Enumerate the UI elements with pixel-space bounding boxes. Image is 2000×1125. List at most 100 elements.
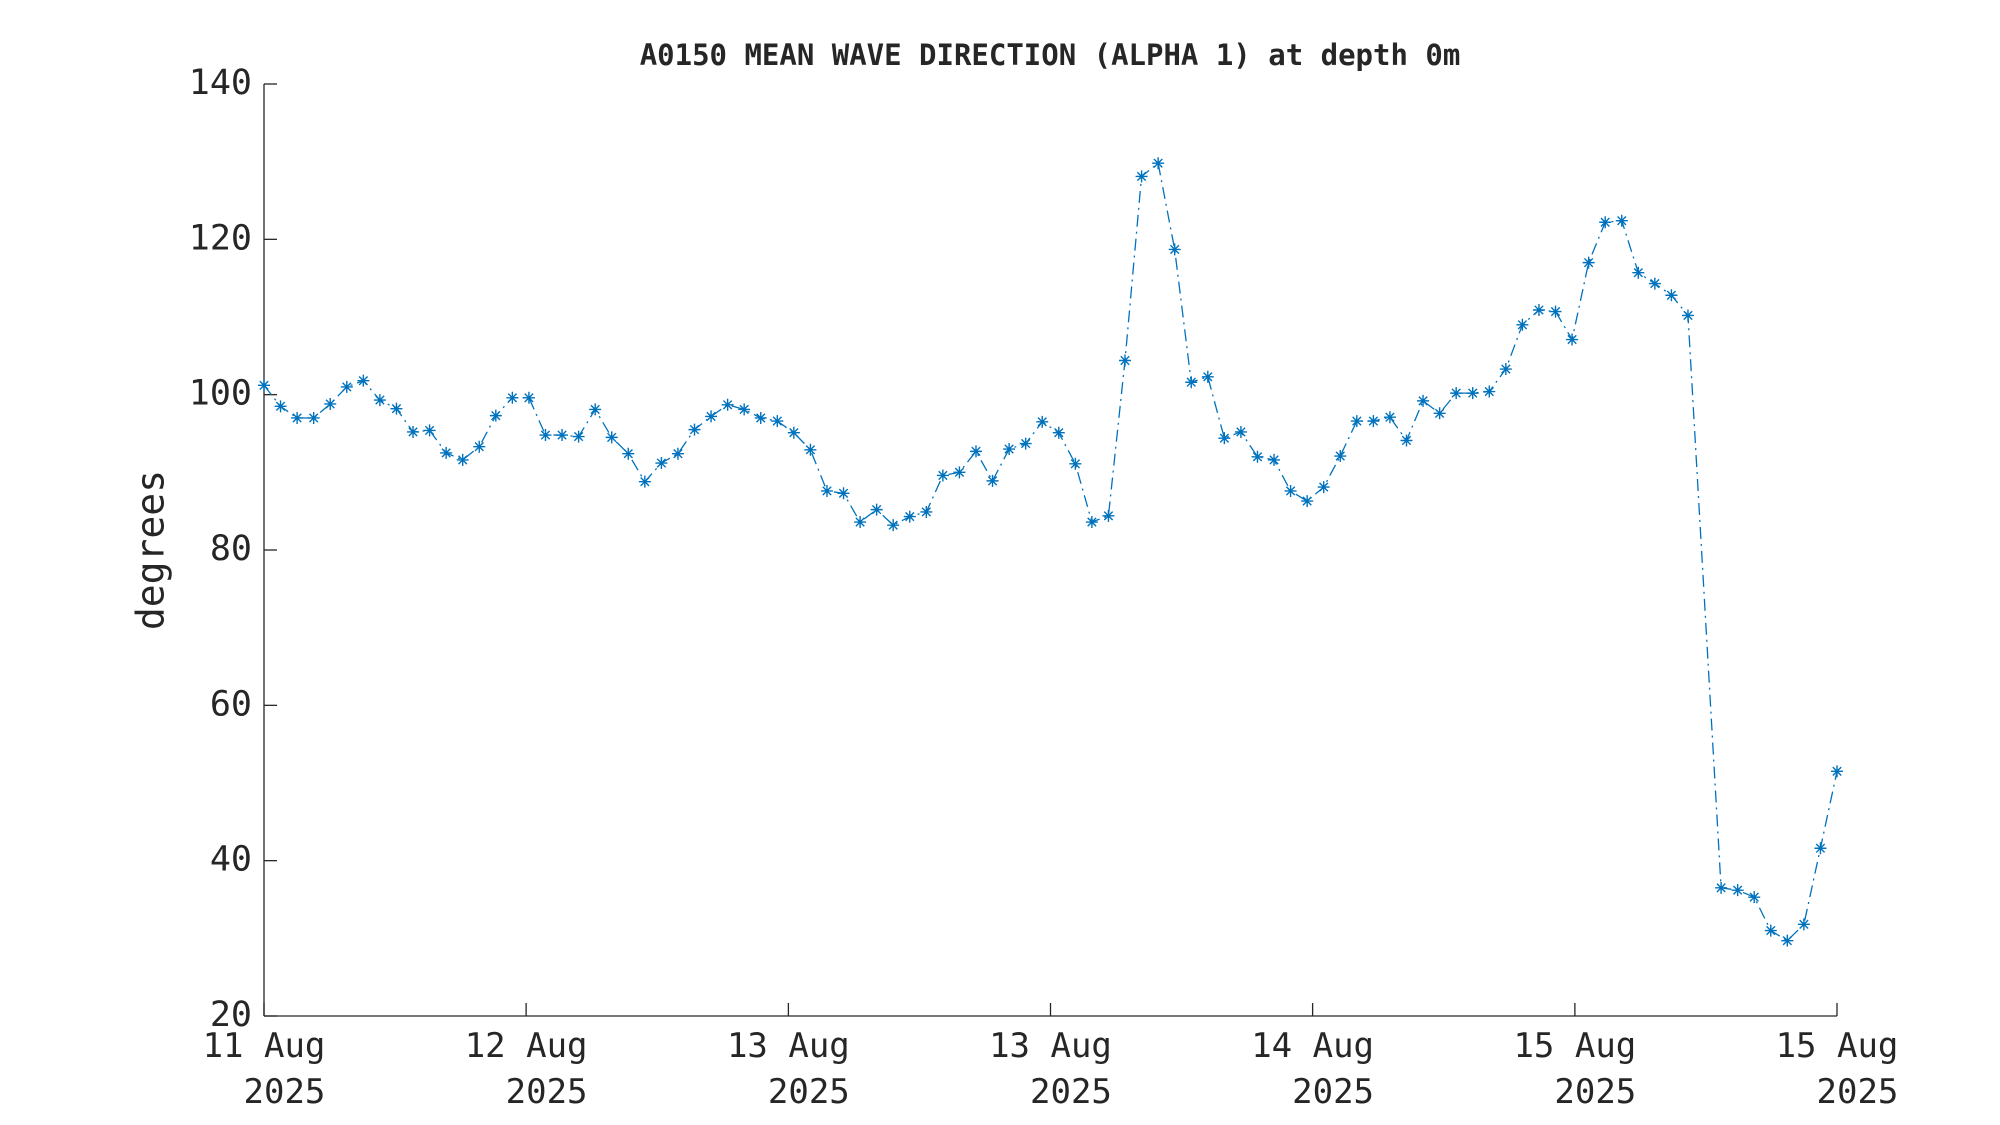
data-point (969, 445, 982, 458)
y-tick-label: 40 (210, 840, 252, 880)
data-point (1135, 170, 1148, 183)
y-tick-label: 100 (189, 374, 252, 414)
data-point (721, 398, 734, 411)
x-tick-label: 14 Aug 2025 (1251, 1026, 1375, 1112)
y-tick-label: 140 (189, 63, 252, 103)
data-point (1350, 415, 1363, 428)
data-point (407, 425, 420, 438)
data-point (854, 516, 867, 529)
data-point (986, 474, 999, 487)
x-tick-label: 15 Aug 2025 (1775, 1026, 1899, 1112)
data-point (1201, 370, 1214, 383)
data-point (1119, 354, 1132, 367)
x-tick-label: 11 Aug 2025 (202, 1026, 326, 1112)
data-point (837, 487, 850, 500)
data-line (263, 162, 1838, 942)
data-point (1301, 495, 1314, 508)
data-point (1284, 484, 1297, 497)
data-point (1797, 918, 1810, 931)
data-point (754, 411, 767, 424)
data-point (1168, 243, 1181, 256)
data-point (1334, 450, 1347, 463)
y-tick-label: 60 (210, 684, 252, 724)
chart-title: A0150 MEAN WAVE DIRECTION (ALPHA 1) at d… (640, 38, 1461, 72)
data-point (1499, 363, 1512, 376)
data-point (1433, 407, 1446, 420)
data-point (887, 519, 900, 532)
y-tick-label: 20 (210, 995, 252, 1035)
data-point (1317, 481, 1330, 494)
data-point (340, 380, 353, 393)
data-point (390, 402, 403, 415)
data-point (804, 443, 817, 456)
data-point (1383, 411, 1396, 424)
data-point (258, 379, 270, 392)
data-point (1599, 216, 1612, 229)
data-point (1632, 266, 1645, 279)
data-point (1185, 376, 1198, 389)
data-point (1549, 305, 1562, 318)
data-point (1450, 387, 1463, 400)
data-point (688, 423, 701, 436)
data-point (738, 403, 751, 416)
data-point (605, 431, 618, 444)
data-point (1466, 387, 1479, 400)
data-point (324, 397, 337, 410)
y-axis-label: degrees (129, 470, 173, 630)
data-point (1367, 415, 1380, 428)
data-point (1681, 309, 1694, 322)
data-point (489, 409, 502, 422)
data-point (953, 466, 966, 479)
y-tick-label: 120 (189, 218, 252, 258)
data-point (1615, 214, 1628, 227)
data-point (1234, 425, 1247, 438)
data-point (473, 440, 486, 453)
data-point (1764, 924, 1777, 937)
data-point (820, 484, 833, 497)
data-point (1715, 881, 1728, 894)
data-point (291, 411, 304, 424)
data-point (1102, 509, 1115, 522)
data-point (1665, 289, 1678, 302)
data-point (1218, 432, 1231, 445)
data-point (1003, 443, 1016, 456)
data-point (1814, 842, 1827, 855)
data-point (1566, 333, 1579, 346)
data-point (522, 391, 535, 404)
data-point (705, 410, 718, 423)
data-point (357, 374, 370, 387)
x-tick-label: 12 Aug 2025 (464, 1026, 588, 1112)
data-point (1019, 437, 1032, 450)
data-point (622, 447, 635, 460)
data-point (655, 457, 668, 470)
x-tick-label: 13 Aug 2025 (726, 1026, 850, 1112)
data-point (1516, 318, 1529, 331)
data-point (456, 453, 469, 466)
data-point (771, 415, 784, 428)
data-point (1152, 157, 1165, 170)
data-point (1831, 765, 1843, 778)
data-point (274, 400, 287, 413)
data-point (1781, 934, 1794, 947)
data-point (1648, 277, 1661, 290)
data-point (920, 505, 933, 518)
data-point (936, 469, 949, 482)
data-point (556, 429, 569, 442)
data-point (373, 394, 386, 407)
data-point (440, 446, 453, 459)
data-point (1532, 304, 1545, 317)
data-point (638, 475, 651, 488)
data-point (1582, 256, 1595, 269)
data-point (1731, 884, 1744, 897)
data-point (423, 424, 436, 437)
data-point (1268, 453, 1281, 466)
data-point (539, 429, 552, 442)
x-tick-label: 13 Aug 2025 (989, 1026, 1112, 1112)
data-point (1069, 457, 1082, 470)
data-point (572, 430, 585, 443)
data-point (307, 411, 320, 424)
data-point (589, 403, 602, 416)
data-point (1251, 450, 1264, 463)
data-point (1052, 426, 1065, 439)
